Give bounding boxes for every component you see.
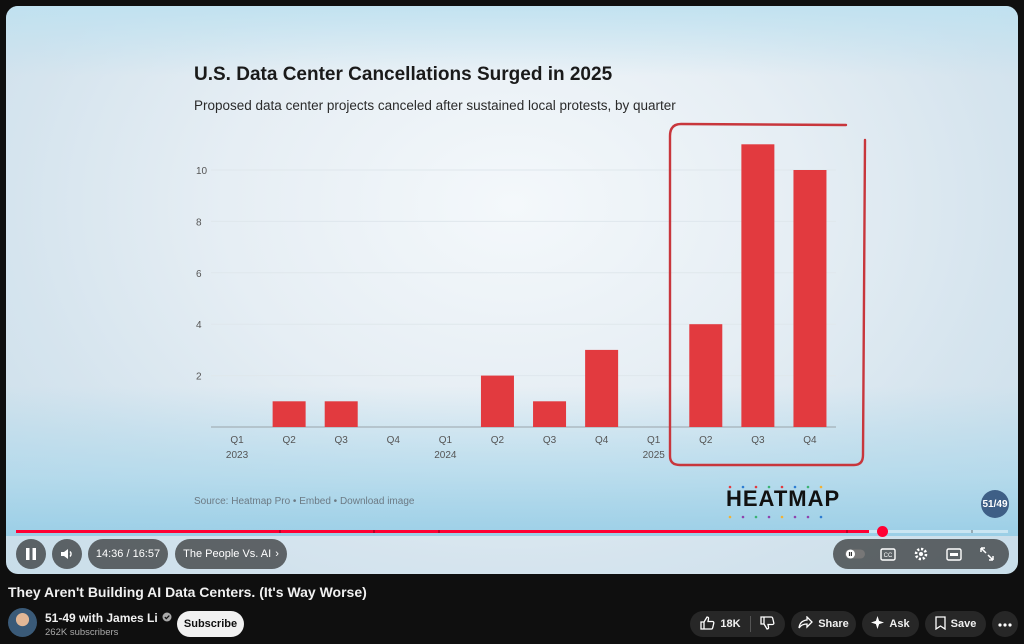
bar — [324, 401, 358, 427]
miniplayer-icon[interactable] — [944, 544, 964, 564]
y-tick-label: 2 — [196, 372, 202, 383]
x-tick-label: 2023 — [226, 450, 249, 461]
like-button[interactable]: 18K — [700, 615, 741, 633]
like-dislike-group: 18K — [690, 611, 785, 637]
time-display: 14:36 / 16:57 — [88, 539, 168, 569]
x-tick-label: Q3 — [543, 435, 557, 446]
like-divider — [749, 616, 751, 632]
subscriber-count: 262K subscribers — [45, 627, 119, 638]
y-tick-label: 6 — [196, 269, 202, 280]
bar — [689, 324, 723, 427]
heatmap-logo: HEATMAP — [726, 486, 841, 511]
more-dots-icon — [998, 618, 1012, 630]
x-tick-label: Q2 — [699, 435, 713, 446]
y-tick-label: 4 — [196, 320, 202, 331]
progress-bar[interactable] — [16, 526, 1008, 537]
chapter-marker — [279, 530, 281, 533]
share-label: Share — [818, 618, 849, 630]
x-tick-label: Q2 — [282, 435, 296, 446]
chapter-marker — [846, 530, 848, 533]
save-button[interactable]: Save — [925, 611, 986, 637]
x-tick-label: Q3 — [335, 435, 349, 446]
chapter-button[interactable]: The People Vs. AI › — [175, 539, 287, 569]
chapter-label: The People Vs. AI — [183, 548, 272, 560]
y-tick-label: 8 — [196, 217, 202, 228]
progress-scrubber[interactable] — [877, 526, 888, 537]
chapter-marker — [438, 530, 440, 533]
progress-played — [16, 530, 869, 533]
ask-button[interactable]: Ask — [862, 611, 919, 637]
ask-label: Ask — [889, 618, 910, 630]
channel-avatar[interactable] — [8, 608, 37, 637]
x-tick-label: Q4 — [803, 435, 817, 446]
brand-dots — [728, 485, 823, 519]
chevron-right-icon: › — [275, 548, 279, 560]
thumbs-up-icon — [700, 615, 715, 633]
x-tick-label: Q4 — [595, 435, 609, 446]
settings-gear-icon[interactable] — [911, 544, 931, 564]
chart-title: U.S. Data Center Cancellations Surged in… — [194, 64, 613, 85]
video-player[interactable]: 2 4 6 8 10 Q1 2023 Q2 Q3 Q4 Q1 2024 Q2 Q3 Q4 Q1 2025 Q2 Q3… — [6, 6, 1018, 574]
autoplay-toggle[interactable] — [845, 544, 866, 564]
bar — [533, 401, 567, 427]
like-count: 18K — [720, 618, 741, 630]
x-tick-label: 2024 — [434, 450, 457, 461]
channel-name: 51-49 with James Li — [45, 611, 158, 625]
verified-check-icon — [162, 611, 172, 625]
bar — [272, 401, 306, 427]
share-button[interactable]: Share — [791, 611, 856, 637]
highlight-circle — [668, 122, 867, 467]
svg-text:CC: CC — [884, 553, 893, 559]
x-tick-label: Q2 — [491, 435, 505, 446]
bar — [585, 349, 619, 427]
sparkle-icon — [871, 616, 885, 632]
save-label: Save — [950, 618, 977, 630]
chart-source: Source: Heatmap Pro • Embed • Download i… — [194, 496, 415, 507]
x-tick-label: 2025 — [643, 450, 666, 461]
x-tick-label: Q1 — [230, 435, 244, 446]
thumbs-down-icon — [759, 615, 775, 630]
bookmark-icon — [934, 615, 946, 633]
channel-name-link[interactable]: 51-49 with James Li — [45, 611, 172, 625]
bar — [741, 144, 775, 428]
x-tick-label: Q3 — [751, 435, 765, 446]
speaker-icon — [57, 544, 77, 564]
y-tick-label: 10 — [196, 166, 208, 177]
x-tick-label: Q4 — [387, 435, 401, 446]
bar — [793, 170, 827, 427]
captions-icon[interactable]: CC — [878, 544, 898, 564]
bar-chart: 2 4 6 8 10 Q1 2023 Q2 Q3 Q4 Q1 2024 Q2 Q3 Q4 Q1 2025 Q2 Q3… — [196, 122, 867, 467]
video-title: They Aren't Building AI Data Centers. (I… — [8, 584, 367, 600]
x-tick-label: Q1 — [439, 435, 453, 446]
channel-watermark[interactable]: 51/49 — [981, 490, 1009, 518]
fullscreen-icon[interactable] — [977, 544, 997, 564]
chapter-marker — [373, 530, 375, 533]
pause-icon — [21, 544, 41, 564]
share-arrow-icon — [798, 615, 814, 632]
chart-subtitle: Proposed data center projects canceled a… — [194, 98, 676, 113]
volume-button[interactable] — [52, 539, 82, 569]
pause-button[interactable] — [16, 539, 46, 569]
bar — [480, 375, 514, 427]
right-controls: CC — [833, 539, 1009, 569]
subscribe-button[interactable]: Subscribe — [177, 611, 244, 637]
x-tick-label: Q1 — [647, 435, 661, 446]
chapter-marker — [971, 530, 973, 533]
more-actions-button[interactable] — [992, 611, 1018, 637]
background-glow — [6, 6, 1018, 76]
dislike-button[interactable] — [759, 615, 775, 633]
